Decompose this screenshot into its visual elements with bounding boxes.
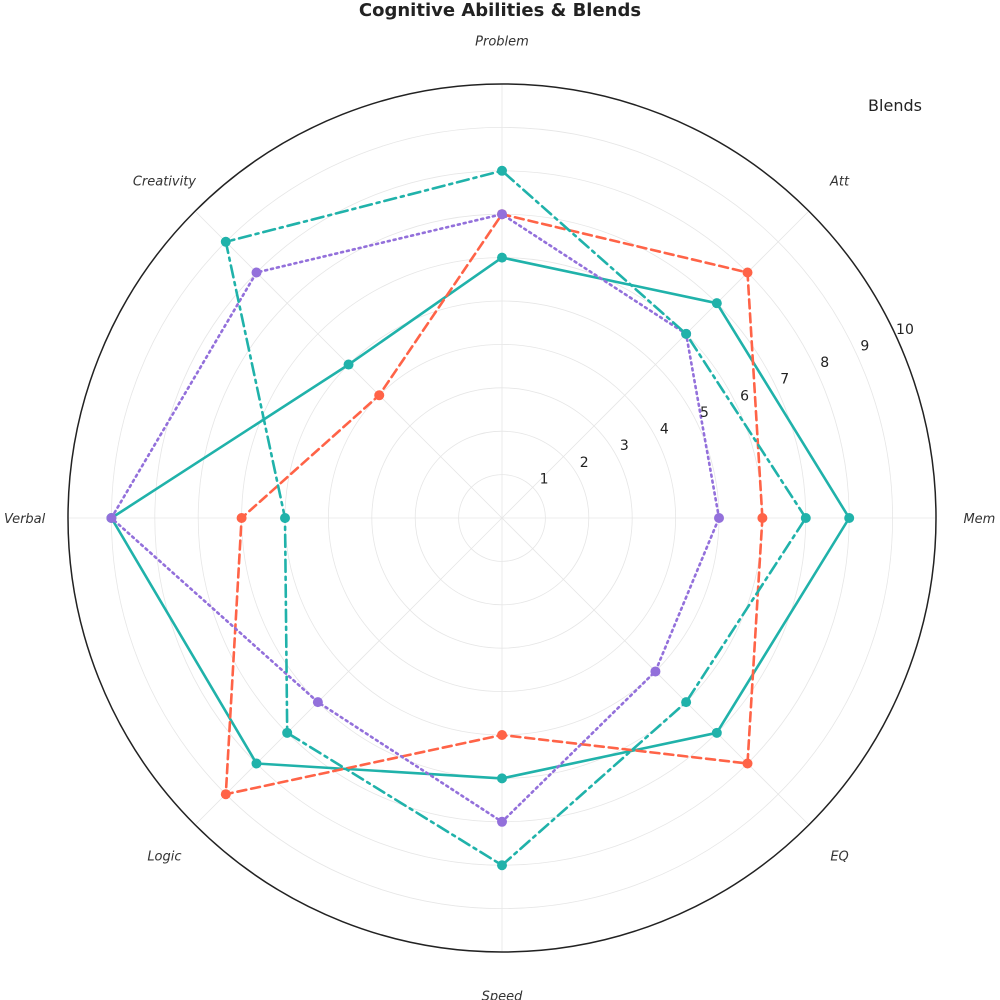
data-point (757, 513, 768, 523)
data-point (497, 860, 507, 871)
label-layer: 1 2 3 4 5 6 7 8 9 10 Mem Att Problem Creativity Verbal… (4, 35, 995, 1000)
chart-title: Cognitive Abilities & Blends (359, 0, 641, 21)
radial-tick-label: 4 (660, 422, 669, 438)
data-point (742, 267, 753, 278)
data-point (220, 789, 231, 800)
data-point (714, 513, 724, 523)
axis-label: Att (829, 174, 850, 189)
series-layer (106, 165, 855, 871)
data-point (681, 328, 692, 339)
radial-tick-label: 9 (860, 339, 869, 355)
data-point (711, 727, 722, 738)
data-point (681, 697, 692, 708)
data-point (711, 298, 722, 309)
radial-tick-label: 6 (740, 388, 749, 404)
radial-tick-label: 3 (620, 438, 629, 454)
data-point (374, 390, 385, 401)
axis-label: Verbal (4, 512, 46, 527)
outer-frame (67, 83, 937, 953)
data-point (497, 730, 507, 740)
radial-tick-label: 10 (896, 322, 914, 338)
data-point (343, 359, 354, 370)
legend-title: Blends (868, 96, 922, 115)
data-point (650, 666, 661, 677)
data-point (280, 513, 290, 523)
axis-label: Problem (475, 35, 529, 50)
data-point (742, 758, 753, 769)
data-point (312, 697, 323, 708)
data-point (497, 252, 507, 263)
data-point (236, 513, 247, 523)
data-point (220, 236, 231, 247)
axis-label: Speed (482, 989, 524, 1000)
data-point (497, 209, 507, 220)
data-point (497, 816, 507, 827)
data-point (800, 513, 811, 523)
radial-tick-label: 5 (700, 405, 709, 421)
axis-label: Logic (147, 850, 181, 865)
data-point (106, 513, 117, 523)
radial-tick-label: 8 (820, 355, 829, 371)
axis-label: Creativity (133, 174, 196, 189)
axis-label: Mem (963, 512, 995, 527)
data-point (251, 267, 262, 278)
radial-tick-label: 1 (540, 471, 549, 487)
data-point (251, 758, 262, 769)
axis-label: EQ (830, 850, 848, 865)
grid-spoke (194, 517, 503, 826)
data-point (497, 773, 507, 784)
radial-tick-label: 2 (580, 455, 589, 471)
grid-spoke (501, 210, 810, 519)
data-point (282, 727, 293, 738)
data-point (844, 513, 855, 523)
data-point (497, 165, 507, 176)
radial-tick-label: 7 (780, 372, 789, 388)
